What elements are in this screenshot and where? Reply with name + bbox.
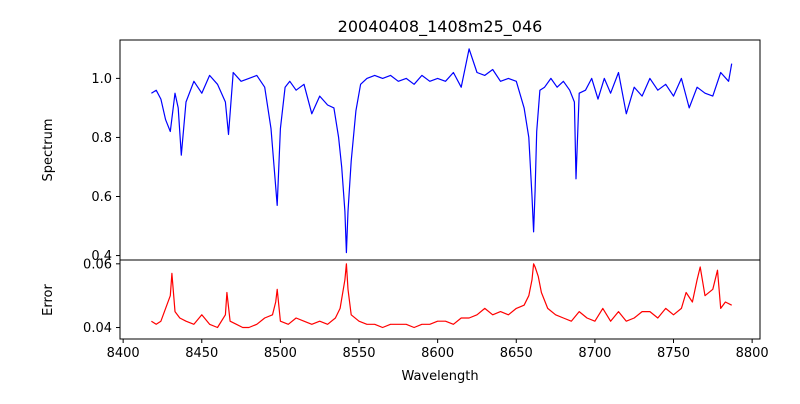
- error-line-group: [151, 263, 732, 329]
- spectrum-ytick-label: 1.0: [91, 72, 112, 87]
- xtick-label: 8400: [107, 346, 140, 361]
- xtick-label: 8700: [578, 346, 611, 361]
- error-panel: Error Wavelength 0.04 0.06 8400 8450 8500 85…: [41, 257, 769, 384]
- error-ytick-label: 0.04: [83, 321, 112, 336]
- spectrum-yticks: 0.4 0.6 0.8 1.0: [91, 72, 120, 264]
- chart-title: 20040408_1408m25_046: [338, 17, 543, 37]
- error-series-line-0: [151, 263, 732, 329]
- xtick-label: 8450: [185, 346, 218, 361]
- error-ytick-label: 0.06: [83, 257, 112, 272]
- xtick-label: 8550: [342, 346, 375, 361]
- xtick-label: 8650: [500, 346, 533, 361]
- spectrum-ytick-label: 0.4: [91, 249, 112, 264]
- error-ylabel: Error: [41, 284, 56, 316]
- error-axes-frame: [119, 259, 761, 340]
- xtick-label: 8500: [264, 346, 297, 361]
- spectrum-ylabel: Spectrum: [41, 119, 56, 182]
- xtick-label: 8600: [421, 346, 454, 361]
- error-xticks: 8400 8450 8500 8550 8600 8650 8700 8750 8800: [107, 339, 769, 361]
- xtick-label: 8800: [736, 346, 769, 361]
- spectrum-series-line-0: [151, 48, 733, 254]
- spectrum-panel: Spectrum 0.4 0.6 0.8 1.0: [41, 39, 761, 264]
- xtick-label: 8750: [657, 346, 690, 361]
- spectrum-line-group: [151, 48, 733, 254]
- spectrum-ytick-label: 0.6: [91, 190, 112, 205]
- error-yticks: 0.04 0.06: [83, 257, 120, 336]
- x-axis-label: Wavelength: [401, 369, 478, 384]
- spectrum-ytick-label: 0.8: [91, 131, 112, 146]
